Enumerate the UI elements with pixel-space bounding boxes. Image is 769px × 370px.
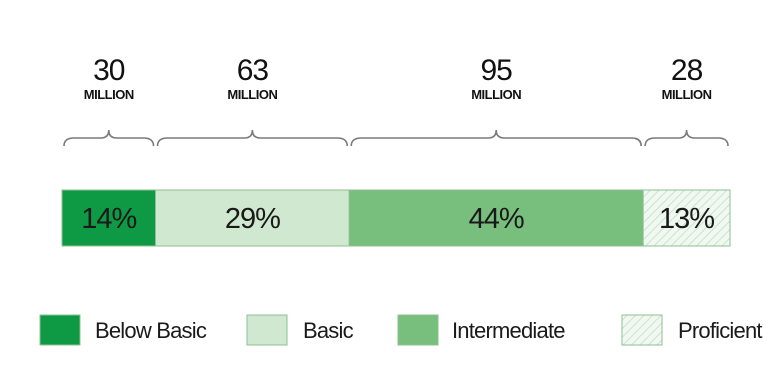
bar-segment-intermediate: [348, 189, 644, 247]
count-unit-basic: MILLION: [227, 87, 277, 102]
count-number-intermediate: 95: [481, 54, 513, 87]
bar-label-proficient: 13%: [659, 203, 714, 235]
count-unit-below-basic: MILLION: [84, 87, 134, 102]
count-number-below-basic: 30: [93, 54, 125, 87]
stacked-bar: 14% 29% 44% 13%: [61, 189, 731, 247]
bar-segment-basic: [155, 189, 350, 247]
legend-swatch-below-basic: [39, 314, 81, 346]
brace-intermediate: [350, 129, 642, 147]
count-unit-intermediate: MILLION: [471, 87, 521, 102]
legend-swatch-basic: [246, 314, 288, 346]
legend-label-proficient: Proficient: [678, 318, 762, 343]
legend-label-basic: Basic: [303, 318, 354, 343]
legend-swatch-proficient: [621, 314, 663, 346]
legend-label-intermediate: Intermediate: [452, 318, 565, 343]
brace-basic: [156, 129, 349, 147]
count-number-basic: 63: [237, 54, 269, 87]
bar-label-basic: 29%: [225, 203, 280, 235]
bar-segment-below-basic: [61, 189, 157, 247]
legend-swatch-intermediate: [397, 314, 439, 346]
bar-segment-proficient: [642, 189, 731, 247]
brace-below-basic: [63, 129, 155, 147]
count-number-proficient: 28: [671, 54, 703, 87]
segment-braces: [63, 129, 729, 147]
legend: Below Basic Basic Intermediate Proficient: [39, 314, 763, 346]
bar-label-intermediate: 44%: [469, 203, 524, 235]
brace-proficient: [644, 129, 729, 147]
count-unit-proficient: MILLION: [662, 87, 712, 102]
bar-label-below-basic: 14%: [81, 203, 136, 235]
legend-label-below-basic: Below Basic: [95, 318, 207, 343]
